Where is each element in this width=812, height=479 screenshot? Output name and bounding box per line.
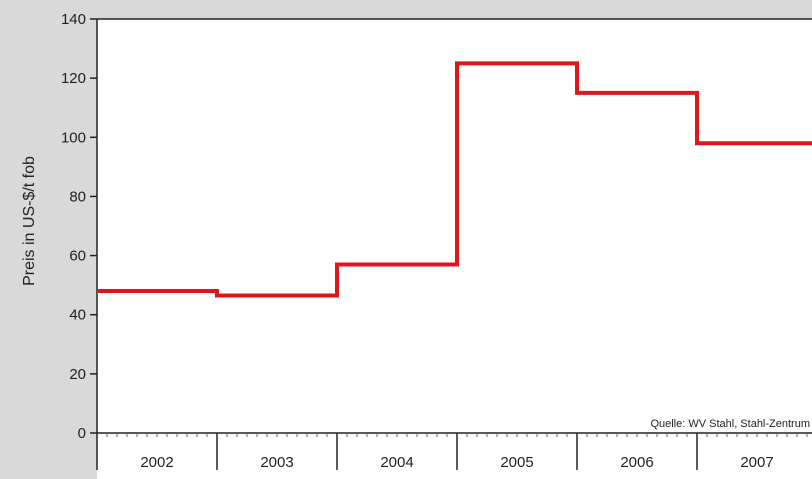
x-tick-label: 2007: [740, 454, 773, 471]
y-tick-label: 100: [61, 129, 86, 146]
y-tick-label: 40: [69, 307, 86, 324]
x-tick-label: 2002: [140, 454, 173, 471]
y-tick-label: 120: [61, 70, 86, 87]
y-tick-label: 60: [69, 248, 86, 265]
source-annotation: Quelle: WV Stahl, Stahl-Zentrum: [650, 418, 810, 430]
x-tick-label: 2003: [260, 454, 293, 471]
x-tick-label: 2005: [500, 454, 533, 471]
y-axis-title: Preis in US-$/t fob: [21, 156, 38, 286]
x-tick-label: 2006: [620, 454, 653, 471]
y-tick-label: 140: [61, 11, 86, 28]
y-tick-label: 80: [69, 188, 86, 205]
plot-area: [97, 19, 812, 479]
x-tick-label: 2004: [380, 454, 413, 471]
series-line: [97, 61, 812, 298]
series-layer: [97, 61, 812, 298]
y-axis: 0 20 40 60 80 100 120 140: [61, 11, 812, 442]
x-axis: 2002 2003 2004 2005 2006 2007: [96, 432, 812, 471]
y-tick-label: 20: [69, 366, 86, 383]
y-tick-label: 0: [78, 425, 86, 442]
